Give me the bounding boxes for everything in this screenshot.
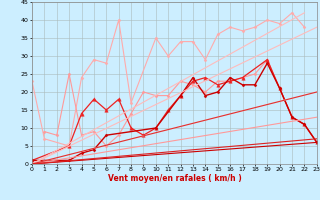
X-axis label: Vent moyen/en rafales ( km/h ): Vent moyen/en rafales ( km/h ) bbox=[108, 174, 241, 183]
